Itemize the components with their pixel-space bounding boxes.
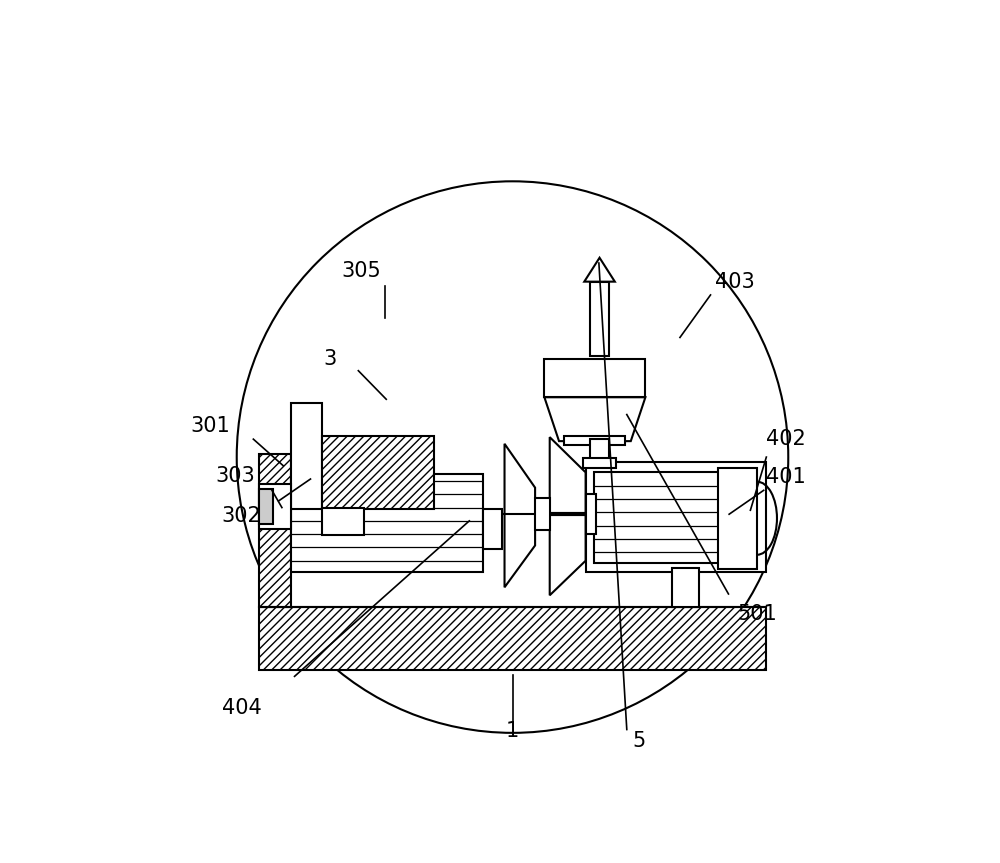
- Text: 403: 403: [715, 272, 755, 292]
- Bar: [259, 607, 766, 670]
- Polygon shape: [584, 258, 615, 281]
- Bar: [672, 568, 699, 607]
- Circle shape: [237, 181, 788, 733]
- Text: 303: 303: [216, 466, 255, 486]
- Text: 3: 3: [323, 350, 336, 369]
- Bar: [291, 402, 322, 509]
- Bar: [564, 436, 625, 445]
- Bar: [583, 457, 616, 468]
- Bar: [259, 489, 273, 524]
- Bar: [590, 281, 609, 356]
- Bar: [259, 454, 291, 607]
- Bar: [259, 483, 291, 529]
- Text: 501: 501: [737, 604, 777, 624]
- Bar: [718, 468, 757, 569]
- Polygon shape: [544, 397, 645, 441]
- Polygon shape: [505, 444, 535, 588]
- Text: 5: 5: [632, 732, 645, 752]
- Bar: [322, 507, 364, 535]
- Text: 402: 402: [766, 429, 806, 449]
- Text: 404: 404: [222, 698, 261, 718]
- Bar: [322, 436, 434, 509]
- Bar: [535, 498, 550, 530]
- Bar: [594, 472, 720, 564]
- Text: 301: 301: [190, 416, 230, 436]
- Text: 401: 401: [766, 467, 806, 487]
- Text: 302: 302: [222, 506, 261, 526]
- Bar: [586, 494, 596, 534]
- Bar: [586, 463, 766, 572]
- Bar: [544, 359, 645, 397]
- Polygon shape: [550, 438, 586, 595]
- Bar: [483, 509, 502, 549]
- Bar: [590, 439, 609, 463]
- Bar: [291, 474, 483, 572]
- Text: 1: 1: [506, 721, 519, 740]
- Text: 305: 305: [341, 261, 381, 281]
